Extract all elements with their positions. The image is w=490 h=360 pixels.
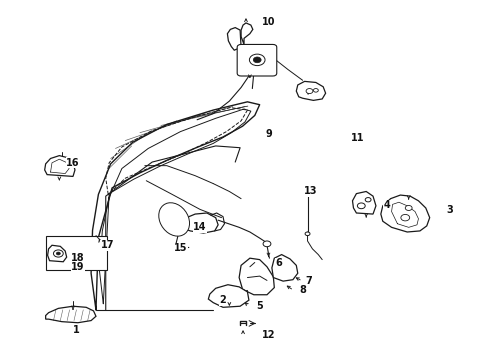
- Circle shape: [56, 252, 60, 255]
- Text: 12: 12: [262, 330, 275, 340]
- Polygon shape: [239, 258, 274, 295]
- Text: 16: 16: [66, 158, 80, 168]
- Polygon shape: [352, 192, 376, 214]
- Circle shape: [405, 206, 412, 211]
- Ellipse shape: [159, 203, 190, 236]
- Text: 1: 1: [73, 325, 80, 335]
- Text: 17: 17: [100, 240, 114, 250]
- Polygon shape: [177, 213, 218, 233]
- Text: 11: 11: [351, 133, 364, 143]
- Text: 5: 5: [256, 301, 263, 311]
- Polygon shape: [272, 255, 298, 281]
- Text: 14: 14: [193, 222, 207, 232]
- Text: 3: 3: [447, 206, 454, 216]
- Circle shape: [314, 89, 318, 92]
- Text: 10: 10: [262, 17, 275, 27]
- Polygon shape: [48, 245, 67, 262]
- Circle shape: [263, 241, 271, 247]
- Polygon shape: [241, 23, 253, 44]
- Circle shape: [305, 232, 310, 235]
- Text: 6: 6: [276, 258, 283, 268]
- Text: 9: 9: [265, 129, 272, 139]
- Polygon shape: [296, 81, 326, 100]
- Circle shape: [306, 89, 313, 94]
- Circle shape: [249, 54, 265, 66]
- Circle shape: [53, 250, 63, 257]
- Polygon shape: [272, 54, 275, 66]
- Polygon shape: [46, 306, 96, 323]
- Text: 2: 2: [220, 295, 226, 305]
- Bar: [46, 235, 107, 270]
- Circle shape: [305, 188, 310, 192]
- Polygon shape: [227, 28, 241, 50]
- Polygon shape: [208, 285, 249, 307]
- Circle shape: [365, 198, 371, 202]
- FancyBboxPatch shape: [237, 44, 277, 76]
- Text: 15: 15: [174, 243, 187, 253]
- Text: 18: 18: [71, 253, 85, 263]
- Circle shape: [357, 203, 365, 209]
- Polygon shape: [45, 156, 75, 176]
- Text: 7: 7: [305, 276, 312, 286]
- Polygon shape: [381, 195, 430, 232]
- Text: 4: 4: [383, 200, 390, 210]
- Circle shape: [401, 215, 410, 221]
- Text: 8: 8: [299, 285, 306, 296]
- Circle shape: [253, 57, 261, 63]
- Text: 19: 19: [71, 262, 85, 272]
- Text: 13: 13: [304, 186, 318, 197]
